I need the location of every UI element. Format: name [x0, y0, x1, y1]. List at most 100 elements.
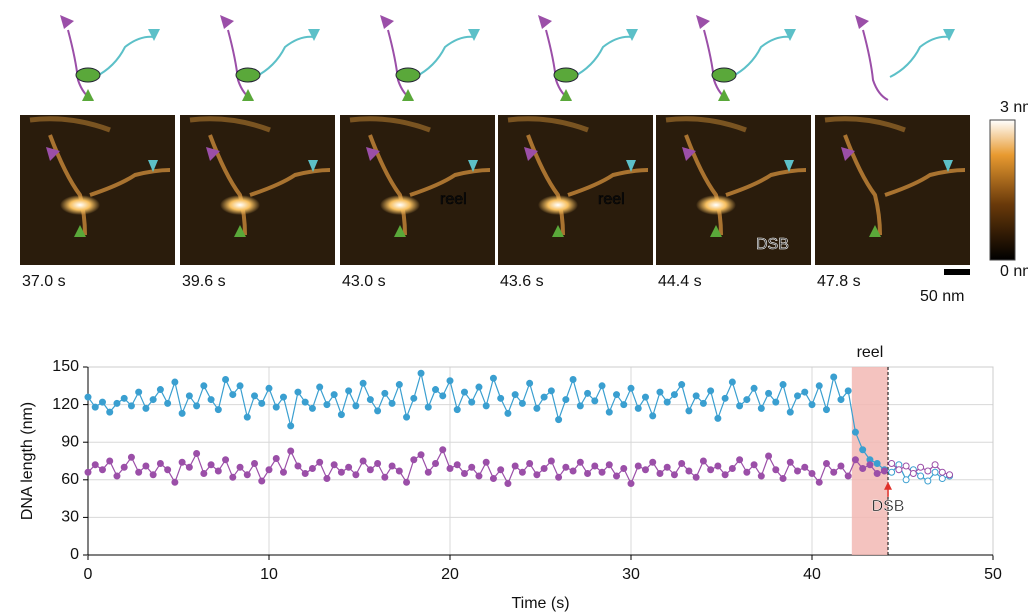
arrowhead: [148, 160, 158, 172]
data-point: [330, 461, 338, 469]
data-point: [540, 393, 548, 401]
y-tick-label: 0: [70, 546, 79, 563]
arrowhead: [308, 29, 320, 41]
data-point: [366, 466, 374, 474]
data-point: [591, 462, 599, 470]
data-point: [251, 460, 259, 468]
data-point: [822, 460, 830, 468]
data-point: [446, 465, 454, 473]
protein: [235, 67, 261, 83]
data-point: [265, 466, 273, 474]
data-point: [446, 377, 454, 385]
afm-image: [340, 115, 495, 265]
data-point: [113, 472, 121, 480]
data-point: [222, 376, 230, 384]
data-point: [497, 394, 505, 402]
data-point: [453, 406, 461, 414]
arrowhead: [60, 15, 74, 29]
annotation: DSB: [872, 498, 905, 515]
data-point: [308, 404, 316, 412]
data-point: [84, 468, 92, 476]
protein: [553, 67, 579, 83]
data-point: [323, 401, 331, 409]
arrowhead: [148, 29, 160, 41]
data-point: [258, 477, 266, 485]
afm-strand: [208, 134, 247, 236]
data-point: [460, 388, 468, 396]
data-point: [149, 396, 157, 404]
series-line: [87, 448, 885, 486]
data-point: [453, 461, 461, 469]
data-point: [345, 463, 353, 471]
afm-strand: [249, 168, 331, 197]
afm-image: [656, 115, 811, 265]
afm-blob: [696, 195, 736, 215]
data-point: [439, 392, 447, 400]
data-point: [352, 402, 360, 410]
afm-blob: [60, 195, 100, 215]
time-label: 37.0 s: [22, 273, 66, 290]
arrowhead: [206, 147, 220, 161]
data-point: [337, 411, 345, 419]
image-label: DSB: [756, 236, 789, 253]
span-label: reel: [857, 344, 884, 361]
arrowhead: [626, 160, 636, 172]
afm-blob: [538, 195, 578, 215]
arrowhead: [468, 160, 478, 172]
data-point: [460, 470, 468, 478]
data-point: [736, 402, 744, 410]
data-point: [873, 460, 881, 468]
data-point: [518, 468, 526, 476]
arrowhead: [626, 29, 638, 41]
data-point: [345, 387, 353, 395]
afm-strand: [843, 134, 882, 236]
data-point: [489, 374, 497, 382]
data-point: [84, 393, 92, 401]
data-point: [620, 465, 628, 473]
data-point: [801, 388, 809, 396]
data-point: [714, 462, 722, 470]
arrowhead: [682, 147, 696, 161]
data-point: [946, 471, 954, 479]
data-point: [663, 463, 671, 471]
data-point: [272, 403, 280, 411]
arrowhead: [552, 225, 564, 237]
data-point: [779, 475, 787, 483]
data-point: [127, 453, 135, 461]
data-point: [888, 460, 896, 468]
data-point: [106, 457, 114, 465]
data-point: [728, 465, 736, 473]
data-point: [794, 467, 802, 475]
data-point: [685, 407, 693, 415]
arrowhead: [855, 15, 869, 29]
data-point: [808, 401, 816, 409]
data-point: [844, 387, 852, 395]
data-point: [236, 382, 244, 390]
arrowhead: [560, 89, 572, 101]
data-point: [374, 460, 382, 468]
data-point: [207, 396, 215, 404]
arrowhead: [242, 89, 254, 101]
data-point: [931, 468, 939, 476]
arrowhead: [784, 160, 794, 172]
arrowhead: [46, 147, 60, 161]
data-point: [142, 404, 150, 412]
data-point: [649, 458, 657, 466]
data-point: [468, 463, 476, 471]
y-tick-label: 120: [52, 396, 79, 413]
data-point: [866, 461, 874, 469]
afm-strand: [48, 134, 87, 236]
afm-strand: [884, 168, 966, 197]
image-label: reel: [598, 191, 625, 208]
data-point: [584, 389, 592, 397]
data-point: [193, 449, 201, 457]
data-point: [222, 456, 230, 464]
time-label: 47.8 s: [817, 273, 861, 290]
data-point: [164, 466, 172, 474]
data-point: [497, 466, 505, 474]
data-point: [765, 389, 773, 397]
data-point: [641, 466, 649, 474]
data-point: [721, 471, 729, 479]
data-point: [193, 402, 201, 410]
